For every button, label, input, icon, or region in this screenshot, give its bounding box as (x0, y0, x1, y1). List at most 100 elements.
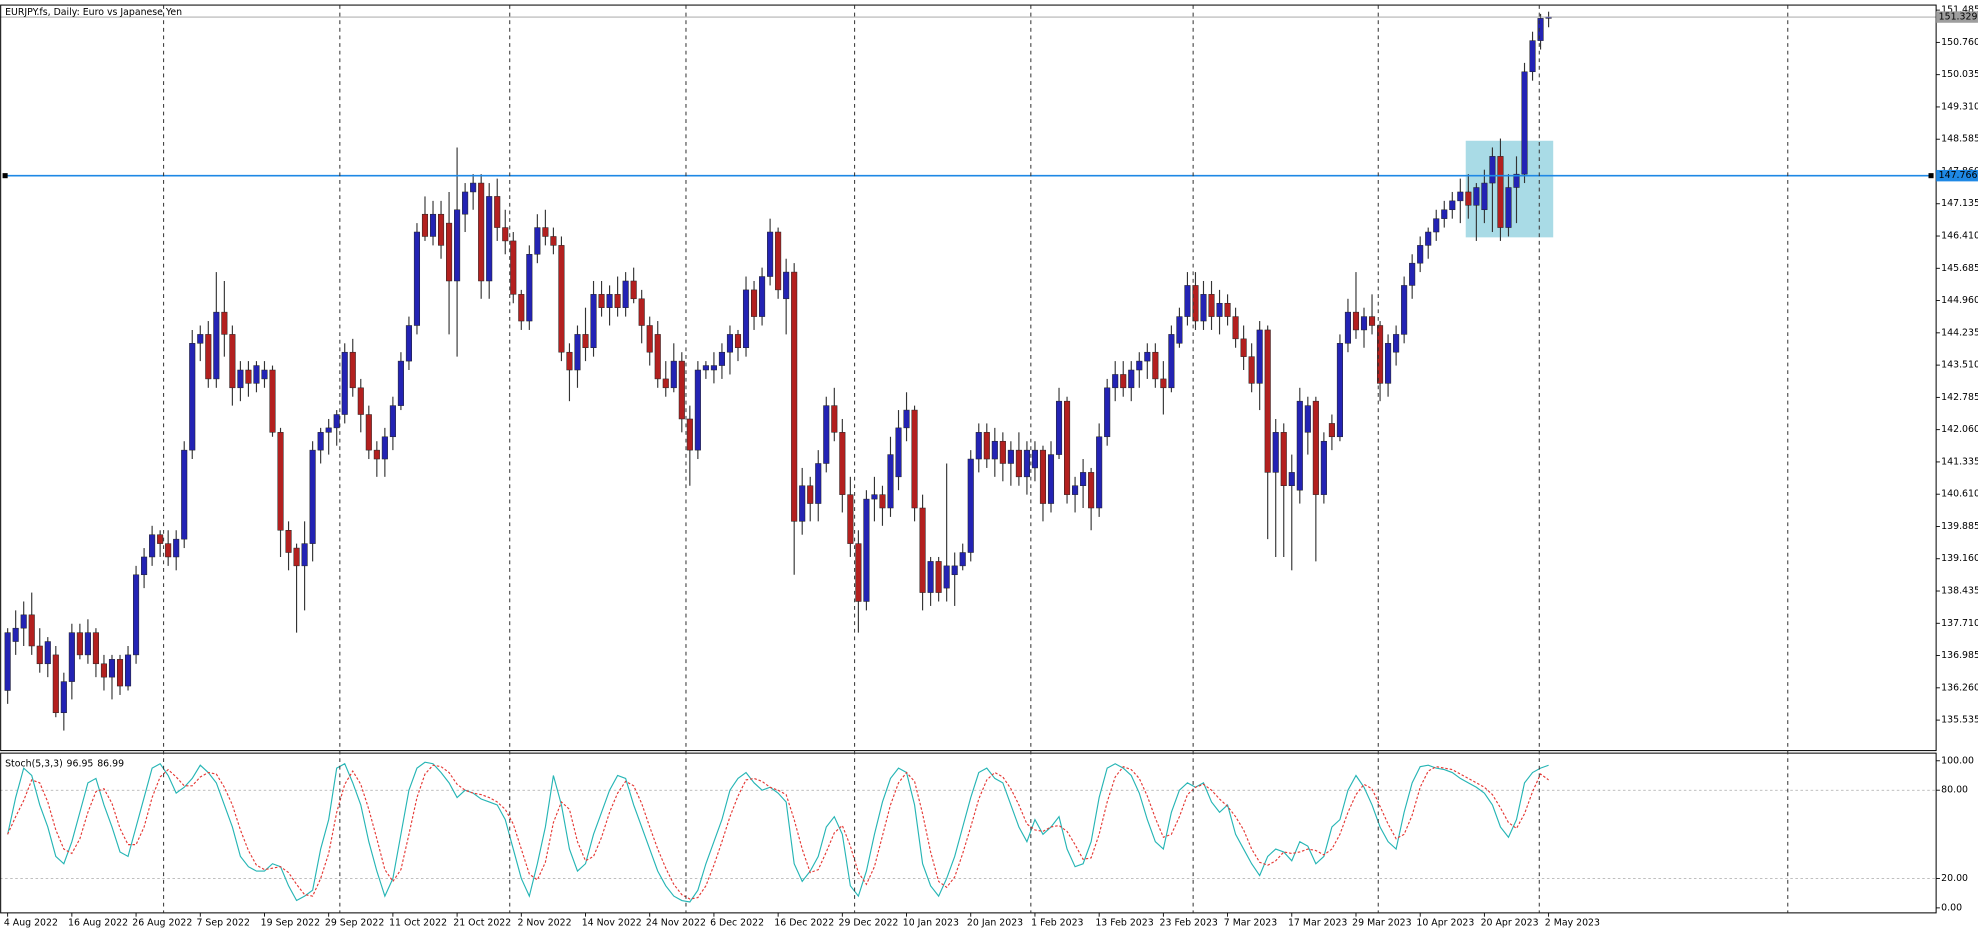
candle-body (622, 280, 629, 308)
x-tick-label: 29 Mar 2023 (1352, 918, 1411, 929)
candle-body (1497, 156, 1504, 228)
candle-body (606, 294, 613, 308)
candle-body (470, 182, 477, 193)
candle-body (534, 227, 541, 255)
x-tick-label: 1 Feb 2023 (1031, 918, 1083, 929)
candle-body (189, 343, 196, 451)
candle-body (1328, 423, 1335, 438)
x-tick-label: 4 Aug 2022 (4, 918, 58, 929)
candle-body (983, 432, 990, 460)
x-tick-label: 6 Dec 2022 (710, 918, 764, 929)
candle-body (1128, 369, 1135, 389)
x-tick-label: 29 Dec 2022 (839, 918, 899, 929)
candle-body (1007, 449, 1014, 464)
candle-body (325, 427, 332, 433)
candle-body (751, 289, 758, 317)
candle-body (1256, 329, 1263, 384)
candle-body (1080, 472, 1087, 486)
candle-body (213, 311, 220, 380)
candle-body (1360, 316, 1368, 331)
x-tick-label: 20 Jan 2023 (967, 918, 1023, 929)
candle-body (349, 351, 356, 389)
candle-body (1216, 302, 1223, 317)
candle-body (943, 565, 950, 589)
candle-body (1248, 356, 1255, 384)
candle-body (879, 494, 886, 509)
candle-body (44, 641, 51, 665)
candle-body (429, 213, 437, 237)
y-tick-label: 0.00 (1941, 902, 1962, 913)
candle-body (357, 387, 364, 415)
line-handle (2, 173, 8, 179)
x-tick-label: 10 Jan 2023 (903, 918, 959, 929)
candle-body (799, 485, 806, 522)
candle-body (1401, 285, 1408, 335)
y-tick-label: 145.685 (1941, 263, 1978, 274)
candle-body (654, 334, 661, 380)
candle-body (831, 405, 838, 433)
candle-body (84, 632, 91, 656)
candle-body (815, 463, 822, 504)
candle-body (413, 231, 421, 326)
x-tick-label: 14 Nov 2022 (582, 918, 642, 929)
candle-body (911, 409, 918, 509)
candle-body (1088, 472, 1095, 509)
candle-body (991, 440, 998, 460)
candle-body (1296, 400, 1303, 491)
candle-body (1160, 378, 1167, 389)
candle-body (726, 334, 734, 353)
candle-body (1449, 200, 1456, 211)
candle-body (646, 325, 653, 353)
candle-body (381, 436, 388, 460)
candle-body (1200, 294, 1207, 322)
y-tick-label: 137.710 (1941, 618, 1978, 629)
y-tick-label: 80.00 (1941, 785, 1968, 796)
candle-body (1344, 311, 1351, 344)
x-tick-label: 2 May 2023 (1545, 918, 1600, 929)
candle-body (935, 561, 942, 593)
candle-body (1368, 316, 1376, 326)
candle-body (317, 432, 324, 451)
candle-body (229, 334, 236, 389)
candle-body (1352, 311, 1360, 331)
x-tick-label: 19 Sep 2022 (261, 918, 320, 929)
indicator-d-value: 86.99 (97, 758, 124, 769)
candle-body (975, 432, 982, 460)
candle-body (1280, 432, 1287, 486)
candle-body (389, 405, 396, 438)
y-tick-label: 135.535 (1941, 715, 1978, 726)
candle-body (1240, 338, 1247, 357)
candle-body (1104, 387, 1111, 438)
candle-body (333, 414, 340, 429)
candle-body (630, 280, 637, 300)
plot-layer (0, 11, 1937, 903)
candle-body (694, 369, 701, 451)
x-tick-label: 10 Apr 2023 (1416, 918, 1474, 929)
candle-body (710, 365, 717, 371)
y-tick-label: 140.610 (1941, 489, 1978, 500)
candle-body (1039, 449, 1047, 504)
indicator-title: Stoch(5,3,3) 96.95 86.99 (5, 758, 124, 769)
y-tick-label: 139.885 (1941, 521, 1978, 532)
x-tick-label: 23 Feb 2023 (1160, 918, 1218, 929)
hline-label-box (1936, 169, 1978, 182)
candle-body (550, 236, 557, 246)
candle-body (839, 432, 846, 495)
candle-body (1473, 187, 1480, 206)
candle-body (494, 196, 501, 228)
candle-body (1425, 231, 1432, 246)
candle-body (365, 414, 372, 451)
x-tick-label: 2 Nov 2022 (517, 918, 571, 929)
candle-body (446, 222, 453, 282)
y-tick-label: 142.060 (1941, 424, 1978, 435)
x-tick-label: 13 Feb 2023 (1095, 918, 1153, 929)
y-tick-label: 150.035 (1941, 69, 1978, 80)
y-tick-label: 149.310 (1941, 101, 1978, 112)
candle-body (670, 360, 677, 389)
candle-body (1417, 245, 1424, 264)
candle-body (1112, 374, 1119, 389)
y-tick-label: 142.785 (1941, 392, 1978, 403)
candle-body (791, 271, 798, 522)
candle-body (20, 614, 27, 629)
